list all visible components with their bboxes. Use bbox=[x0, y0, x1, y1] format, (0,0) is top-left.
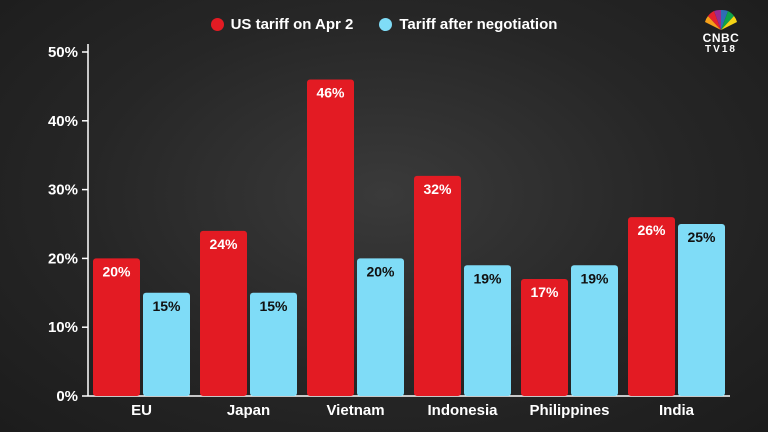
bar-us-tariff-vietnam bbox=[307, 79, 354, 397]
data-label: 26% bbox=[637, 222, 666, 238]
data-label: 15% bbox=[152, 298, 181, 314]
legend-label-us-tariff: US tariff on Apr 2 bbox=[230, 16, 354, 33]
x-tick-label: EU bbox=[131, 402, 152, 419]
data-label: 20% bbox=[102, 263, 131, 279]
legend-item-negotiated-tariff: Tariff after negotiation bbox=[379, 16, 557, 33]
data-label: 17% bbox=[530, 284, 559, 300]
data-label: 19% bbox=[580, 270, 609, 286]
data-label: 19% bbox=[473, 270, 502, 286]
bar-negotiated-tariff-india bbox=[678, 224, 725, 396]
logo-line-2: TV18 bbox=[705, 44, 737, 55]
y-tick-label: 10% bbox=[48, 319, 78, 336]
bar-us-tariff-indonesia bbox=[414, 175, 461, 396]
data-label: 32% bbox=[423, 181, 452, 197]
legend-swatch-us-tariff bbox=[210, 18, 224, 31]
bar-negotiated-tariff-philippines bbox=[571, 265, 618, 396]
x-tick-label: Philippines bbox=[529, 402, 609, 419]
data-label: 25% bbox=[687, 229, 716, 245]
data-label: 20% bbox=[366, 263, 395, 279]
y-tick-label: 0% bbox=[56, 388, 78, 405]
cnbc-tv18-logo: CNBC TV18 bbox=[694, 8, 748, 55]
data-label: 46% bbox=[316, 85, 345, 101]
data-label: 24% bbox=[209, 236, 238, 252]
peacock-icon bbox=[705, 9, 737, 30]
chart-legend: US tariff on Apr 2 Tariff after negotiat… bbox=[0, 16, 768, 33]
y-tick-label: 20% bbox=[48, 250, 78, 267]
x-tick-label: Indonesia bbox=[427, 402, 498, 419]
x-tick-label: Japan bbox=[227, 402, 270, 419]
bar-negotiated-tariff-vietnam bbox=[357, 258, 404, 396]
y-tick-label: 40% bbox=[48, 113, 78, 130]
bar-us-tariff-india bbox=[628, 217, 675, 396]
bar-us-tariff-philippines bbox=[521, 279, 568, 396]
legend-label-negotiated-tariff: Tariff after negotiation bbox=[399, 16, 558, 33]
logo-line-1: CNBC bbox=[702, 31, 740, 45]
x-tick-label: Vietnam bbox=[326, 402, 384, 419]
bar-negotiated-tariff-japan bbox=[250, 292, 297, 396]
bar-us-tariff-eu bbox=[93, 258, 140, 396]
bar-negotiated-tariff-indonesia bbox=[464, 265, 511, 396]
y-tick-label: 30% bbox=[48, 182, 78, 199]
bar-us-tariff-japan bbox=[200, 230, 247, 396]
legend-swatch-negotiated-tariff bbox=[379, 18, 393, 31]
x-tick-label: India bbox=[659, 402, 695, 419]
y-tick-label: 50% bbox=[48, 44, 78, 61]
data-label: 15% bbox=[259, 298, 288, 314]
legend-item-us-tariff: US tariff on Apr 2 bbox=[210, 16, 354, 33]
bar-negotiated-tariff-eu bbox=[143, 292, 190, 396]
